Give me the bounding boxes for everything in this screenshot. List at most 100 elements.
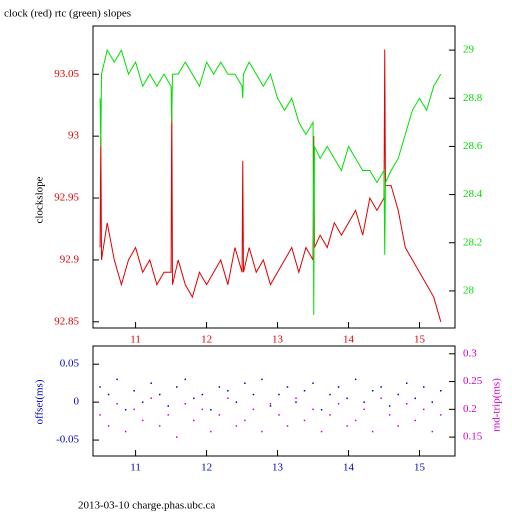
- point: [337, 386, 340, 388]
- point: [201, 408, 204, 411]
- y-tick-label: 0: [74, 396, 80, 408]
- point: [150, 382, 152, 384]
- point: [210, 430, 212, 433]
- point: [218, 386, 221, 388]
- point: [278, 393, 280, 396]
- point: [124, 408, 127, 411]
- y-tick-label: -0.05: [56, 434, 79, 446]
- point: [176, 436, 178, 438]
- x-tick-label: 11: [130, 462, 141, 474]
- y2-tick-label: 0.15: [463, 431, 483, 443]
- x-tick-label: 14: [343, 462, 355, 474]
- point: [244, 382, 246, 384]
- point: [312, 382, 314, 384]
- y-tick-label: 92.9: [60, 253, 80, 265]
- point: [158, 425, 161, 427]
- y2-tick-label: 29: [463, 44, 475, 56]
- point: [371, 390, 374, 392]
- point: [99, 414, 101, 416]
- y2-tick-label: 28.6: [463, 140, 483, 152]
- point: [252, 393, 255, 396]
- point: [380, 397, 382, 399]
- point: [176, 386, 178, 388]
- point: [210, 408, 212, 411]
- point: [116, 378, 118, 381]
- point: [397, 425, 399, 427]
- point: [320, 430, 323, 433]
- point: [363, 408, 365, 411]
- point: [405, 382, 408, 384]
- point: [261, 378, 263, 381]
- y2-tick-label: 28.4: [463, 188, 483, 200]
- point: [278, 414, 280, 416]
- point: [414, 397, 417, 400]
- point: [397, 393, 399, 396]
- point: [295, 397, 297, 399]
- point: [116, 403, 118, 405]
- point: [133, 390, 135, 392]
- point: [99, 386, 101, 388]
- point: [346, 425, 348, 427]
- x-tick-label: 13: [272, 334, 284, 346]
- point: [227, 397, 229, 399]
- line-series: [99, 48, 442, 316]
- y-tick-label: 0.05: [60, 358, 80, 370]
- point: [380, 386, 382, 388]
- point: [193, 397, 195, 400]
- point: [346, 397, 348, 400]
- y2-axis-label: rnd-trip(ms): [491, 378, 503, 432]
- y2-tick-label: 28: [463, 284, 475, 296]
- point: [150, 397, 152, 399]
- point: [235, 401, 238, 403]
- point: [431, 430, 434, 433]
- point: [388, 405, 391, 407]
- point: [227, 390, 229, 392]
- chart-title: clock (red) rtc (green) slopes: [4, 8, 131, 20]
- point: [329, 414, 331, 416]
- point: [141, 419, 144, 422]
- point: [252, 408, 255, 411]
- point: [405, 403, 408, 405]
- point: [244, 419, 246, 422]
- point: [431, 401, 434, 403]
- y2-tick-label: 0.2: [463, 403, 477, 415]
- point: [329, 393, 331, 396]
- plot-frame: [92, 345, 456, 457]
- point: [423, 408, 425, 411]
- x-tick-label: 12: [201, 334, 212, 346]
- x-tick-label: 15: [414, 462, 426, 474]
- point: [440, 390, 442, 392]
- y-tick-label: 92.85: [54, 315, 79, 327]
- point: [193, 419, 195, 422]
- point: [337, 403, 340, 405]
- y2-tick-label: 0.3: [463, 347, 477, 359]
- point: [388, 414, 391, 416]
- point: [371, 430, 374, 433]
- x-tick-label: 11: [130, 334, 141, 346]
- point: [286, 386, 289, 388]
- y-axis-label: clockslope: [34, 176, 46, 223]
- x-tick-label: 12: [201, 462, 212, 474]
- x-tick-label: 14: [343, 334, 355, 346]
- point: [107, 425, 110, 427]
- point: [124, 430, 127, 433]
- y-axis-label: offset(ms): [34, 379, 46, 424]
- point: [295, 401, 297, 403]
- y2-tick-label: 28.8: [463, 92, 483, 104]
- point: [141, 401, 144, 403]
- point: [107, 393, 110, 396]
- point: [354, 419, 357, 422]
- point: [269, 403, 272, 405]
- point: [303, 419, 306, 422]
- point: [133, 408, 135, 411]
- point: [235, 425, 238, 427]
- y-tick-label: 93.05: [54, 68, 79, 80]
- point: [158, 393, 161, 396]
- y2-tick-label: 0.25: [463, 375, 483, 387]
- point: [218, 414, 221, 416]
- point: [440, 414, 442, 416]
- point: [269, 405, 272, 407]
- y2-tick-label: 28.2: [463, 236, 482, 248]
